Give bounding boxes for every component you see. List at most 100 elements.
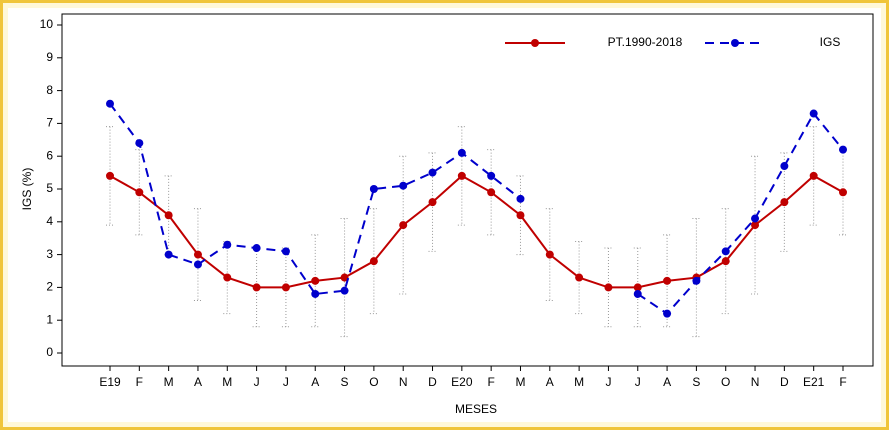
y-tick-label: 6 xyxy=(46,148,53,162)
x-tick-label: A xyxy=(194,375,202,389)
legend-marker xyxy=(731,39,739,47)
error-bar xyxy=(369,208,378,315)
point xyxy=(487,188,496,197)
point xyxy=(223,240,232,249)
point xyxy=(428,168,437,177)
point xyxy=(721,257,730,266)
x-tick-label: F xyxy=(136,375,143,389)
error-bar xyxy=(399,155,408,295)
x-tick-label: E21 xyxy=(803,375,825,389)
x-tick-label: N xyxy=(399,375,408,389)
point xyxy=(633,283,642,292)
x-tick-label: J xyxy=(283,375,289,389)
x-tick-label: F xyxy=(839,375,846,389)
y-tick-label: 5 xyxy=(46,181,53,195)
point xyxy=(281,247,290,256)
error-bar xyxy=(692,218,701,338)
point xyxy=(809,171,818,180)
point xyxy=(399,221,408,230)
point xyxy=(428,198,437,207)
point xyxy=(604,283,613,292)
point xyxy=(369,257,378,266)
x-tick-label: A xyxy=(546,375,554,389)
x-tick-label: D xyxy=(428,375,437,389)
x-tick-label: M xyxy=(164,375,174,389)
error-bar xyxy=(428,152,437,252)
error-bar xyxy=(751,155,760,295)
point xyxy=(839,145,847,154)
y-axis-label: IGS (%) xyxy=(20,168,34,211)
x-tick-label: D xyxy=(780,375,789,389)
legend-marker xyxy=(531,39,539,47)
point xyxy=(311,289,320,298)
point xyxy=(193,250,202,259)
point xyxy=(164,250,173,259)
x-tick-label: O xyxy=(721,375,730,389)
y-tick-label: 0 xyxy=(46,345,53,359)
x-tick-label: M xyxy=(574,375,584,389)
y-tick-label: 7 xyxy=(46,116,53,130)
plot-box xyxy=(61,13,874,367)
panel xyxy=(8,8,881,422)
x-tick-label: M xyxy=(222,375,232,389)
series-line xyxy=(109,103,844,315)
point xyxy=(575,273,584,282)
error-bar xyxy=(780,152,789,252)
point xyxy=(663,309,672,318)
point xyxy=(135,188,144,197)
x-tick-label: S xyxy=(341,375,349,389)
point xyxy=(839,188,847,197)
point xyxy=(809,109,818,118)
point xyxy=(369,185,378,193)
series-line xyxy=(109,174,844,289)
x-tick-label: J xyxy=(605,375,611,389)
y-tick-label: 1 xyxy=(46,312,53,326)
x-tick-label: J xyxy=(635,375,641,389)
point xyxy=(751,214,760,223)
point xyxy=(106,99,114,108)
point xyxy=(487,171,496,180)
point xyxy=(340,273,349,282)
legend-label: PT.1990-2018 xyxy=(608,35,683,49)
error-bar xyxy=(340,218,349,338)
y-tick-label: 3 xyxy=(46,247,53,261)
x-tick-label: A xyxy=(311,375,319,389)
error-bar xyxy=(809,126,818,226)
y-tick-label: 9 xyxy=(46,50,53,64)
point xyxy=(252,244,261,253)
y-tick-label: 10 xyxy=(40,17,54,31)
y-tick-label: 4 xyxy=(46,214,53,228)
x-tick-label: E19 xyxy=(99,375,121,389)
x-tick-label: S xyxy=(692,375,700,389)
point xyxy=(223,273,232,282)
point xyxy=(281,283,290,292)
x-tick-label: M xyxy=(515,375,525,389)
point xyxy=(135,139,144,148)
point xyxy=(692,276,701,285)
point xyxy=(399,181,408,190)
point xyxy=(516,211,525,220)
x-tick-label: J xyxy=(254,375,260,389)
error-bar xyxy=(457,126,466,226)
legend-label: IGS xyxy=(820,35,841,49)
point xyxy=(545,250,554,259)
point xyxy=(457,171,466,180)
point xyxy=(663,276,672,285)
x-axis-label: MESES xyxy=(455,402,497,416)
x-tick-label: A xyxy=(663,375,671,389)
x-tick-label: E20 xyxy=(451,375,473,389)
point xyxy=(457,148,466,157)
y-tick-label: 8 xyxy=(46,83,53,97)
point xyxy=(193,260,202,269)
point xyxy=(751,221,760,230)
y-tick-label: 2 xyxy=(46,280,53,294)
point xyxy=(633,289,642,298)
point xyxy=(311,276,320,285)
point xyxy=(340,286,349,295)
point xyxy=(106,171,114,180)
point xyxy=(780,162,789,171)
point xyxy=(780,198,789,207)
point xyxy=(252,283,261,292)
point xyxy=(516,194,525,203)
